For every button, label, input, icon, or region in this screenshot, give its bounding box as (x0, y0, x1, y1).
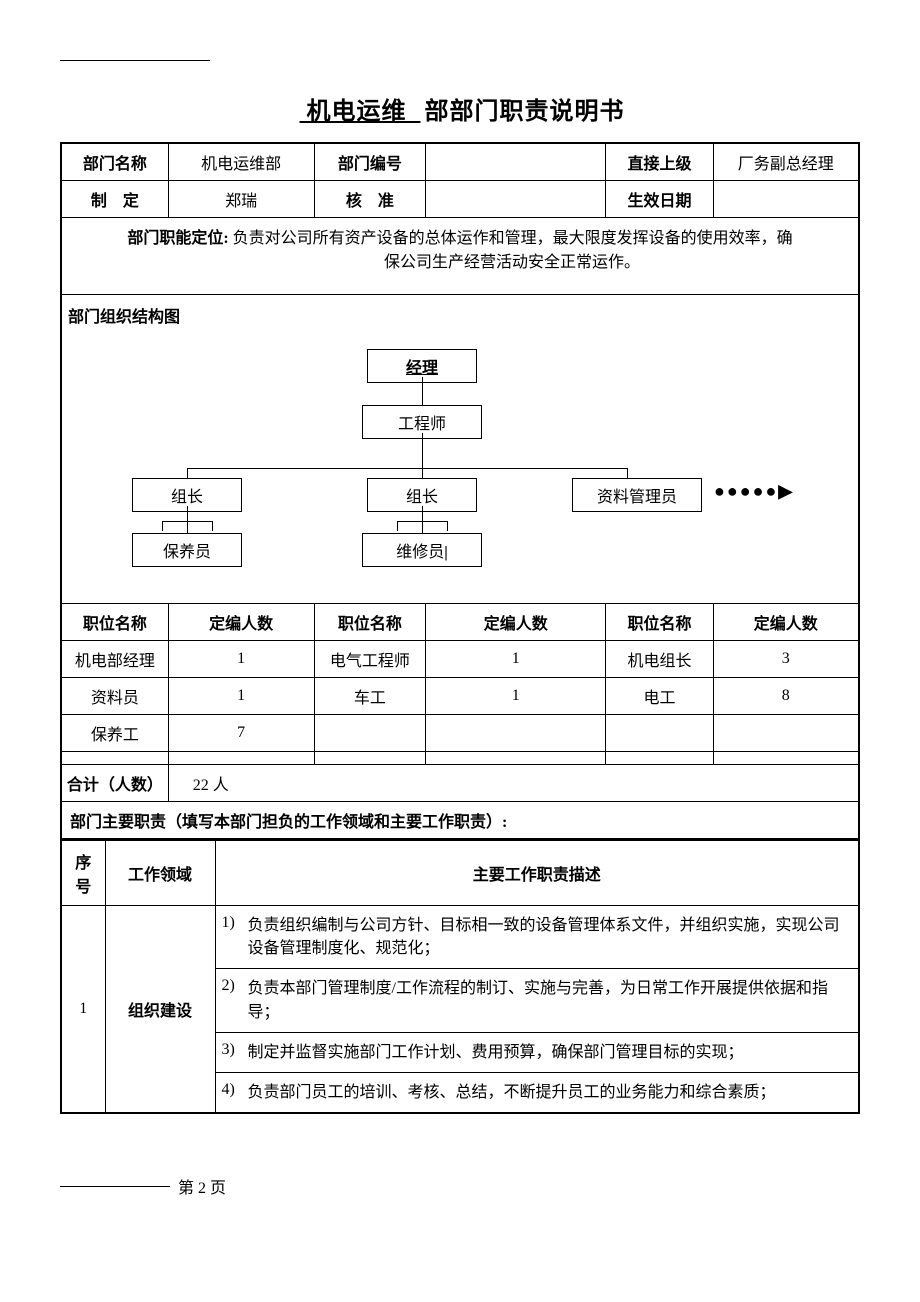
function-cell: 部门职能定位: 负责对公司所有资产设备的总体运作和管理，最大限度发挥设备的使用效… (61, 218, 859, 295)
staff-row: 机电部经理 1 电气工程师 1 机电组长 3 (61, 641, 859, 678)
staff-total-label: 合计（人数） (61, 765, 168, 802)
org-line (397, 521, 398, 531)
top-rule (60, 60, 210, 61)
function-line2: 保公司生产经营活动安全正常运作。 (66, 248, 854, 272)
staff-cell: 8 (713, 678, 859, 715)
staff-cell: 电工 (606, 678, 713, 715)
org-line (397, 521, 447, 522)
org-node-repair: 维修员| (362, 533, 482, 567)
staff-cell: 1 (426, 641, 606, 678)
info-table: 部门名称 机电运维部 部门编号 直接上级 厂务副总经理 制 定 郑瑞 核 准 生… (60, 142, 860, 840)
function-label: 部门职能定位: (127, 230, 228, 247)
staff-cell: 3 (713, 641, 859, 678)
duties-table: 序号 工作领域 主要工作职责描述 1 组织建设 1)负责组织编制与公司方针、目标… (60, 840, 860, 1114)
info-row-1: 部门名称 机电运维部 部门编号 直接上级 厂务副总经理 (61, 143, 859, 181)
duties-h-seq: 序号 (61, 841, 105, 906)
org-node-maint: 保养员 (132, 533, 242, 567)
duties-row: 1 组织建设 1)负责组织编制与公司方针、目标相一致的设备管理体系文件，并组织实… (61, 906, 859, 969)
dept-name-label: 部门名称 (61, 143, 168, 181)
org-line (422, 433, 423, 468)
org-line (187, 468, 188, 478)
staff-cell (606, 752, 713, 765)
footer-text: 第 2 页 (178, 1174, 226, 1198)
duties-h-area: 工作领域 (105, 841, 215, 906)
staff-cell (61, 752, 168, 765)
staff-cell: 1 (426, 678, 606, 715)
duties-seq: 1 (61, 906, 105, 1114)
footer-rule (60, 1186, 170, 1187)
staff-h0: 职位名称 (61, 604, 168, 641)
staff-cell: 保养工 (61, 715, 168, 752)
dept-no-label: 部门编号 (314, 143, 426, 181)
dept-name: 机电运维部 (168, 143, 314, 181)
org-row: 部门组织结构图 经理 工程师 组长 组长 资料管理员 (61, 295, 859, 604)
info-row-2: 制 定 郑瑞 核 准 生效日期 (61, 181, 859, 218)
title-underline-1: 机电运维 (296, 99, 425, 127)
staff-cell (168, 752, 314, 765)
approver-label: 核 准 (314, 181, 426, 218)
approver (426, 181, 606, 218)
staff-cell: 1 (168, 678, 314, 715)
org-line (627, 468, 628, 478)
staff-cell (426, 752, 606, 765)
staff-cell: 资料员 (61, 678, 168, 715)
org-node-doc-admin: 资料管理员 (572, 478, 702, 512)
staff-total-value: 22 人 (168, 765, 859, 802)
org-chart: 经理 工程师 组长 组长 资料管理员 ●●●●●▶ (62, 343, 858, 603)
org-line (162, 521, 163, 531)
staff-header: 职位名称 定编人数 职位名称 定编人数 职位名称 定编人数 (61, 604, 859, 641)
staff-cell: 1 (168, 641, 314, 678)
superior: 厂务副总经理 (713, 143, 859, 181)
staff-cell: 7 (168, 715, 314, 752)
staff-cell (713, 715, 859, 752)
drafter: 郑瑞 (168, 181, 314, 218)
function-line1: 负责对公司所有资产设备的总体运作和管理，最大限度发挥设备的使用效率，确 (233, 230, 793, 247)
staff-cell: 电气工程师 (314, 641, 426, 678)
staff-h3: 定编人数 (426, 604, 606, 641)
duties-item: 1)负责组织编制与公司方针、目标相一致的设备管理体系文件，并组织实施，实现公司设… (215, 906, 859, 969)
staff-row: 资料员 1 车工 1 电工 8 (61, 678, 859, 715)
staff-h1: 定编人数 (168, 604, 314, 641)
staff-h2: 职位名称 (314, 604, 426, 641)
staff-h5: 定编人数 (713, 604, 859, 641)
org-line (162, 521, 212, 522)
staff-row: 保养工 7 (61, 715, 859, 752)
org-line (422, 377, 423, 405)
duties-item: 3)制定并监督实施部门工作计划、费用预算，确保部门管理目标的实现； (215, 1032, 859, 1072)
duties-area: 组织建设 (105, 906, 215, 1114)
duties-title: 部门主要职责（填写本部门担负的工作领域和主要工作职责）: (61, 802, 859, 840)
org-line (187, 506, 188, 534)
page-title: 机电运维 部部门职责说明书 (60, 91, 860, 126)
org-title: 部门组织结构图 (62, 295, 858, 335)
staff-cell (314, 752, 426, 765)
staff-h4: 职位名称 (606, 604, 713, 641)
staff-cell (314, 715, 426, 752)
staff-cell (606, 715, 713, 752)
staff-row (61, 752, 859, 765)
org-line (422, 506, 423, 534)
staff-total-row: 合计（人数） 22 人 (61, 765, 859, 802)
org-line (447, 521, 448, 531)
org-line (212, 521, 213, 531)
function-row: 部门职能定位: 负责对公司所有资产设备的总体运作和管理，最大限度发挥设备的使用效… (61, 218, 859, 295)
superior-label: 直接上级 (606, 143, 713, 181)
staff-cell: 车工 (314, 678, 426, 715)
staff-cell: 机电组长 (606, 641, 713, 678)
staff-cell: 机电部经理 (61, 641, 168, 678)
page-footer: 第 2 页 (60, 1174, 860, 1198)
duties-h-desc: 主要工作职责描述 (215, 841, 859, 906)
org-line (422, 468, 423, 478)
duties-item: 4)负责部门员工的培训、考核、总结，不断提升员工的业务能力和综合素质； (215, 1072, 859, 1113)
duties-title-row: 部门主要职责（填写本部门担负的工作领域和主要工作职责）: (61, 802, 859, 840)
org-line (187, 468, 627, 469)
duties-header: 序号 工作领域 主要工作职责描述 (61, 841, 859, 906)
effective (713, 181, 859, 218)
drafter-label: 制 定 (61, 181, 168, 218)
duties-item: 2)负责本部门管理制度/工作流程的制订、实施与完善，为日常工作开展提供依据和指导… (215, 969, 859, 1032)
dept-no (426, 143, 606, 181)
staff-cell (426, 715, 606, 752)
dotted-arrow-icon: ●●●●●▶ (714, 481, 794, 502)
staff-cell (713, 752, 859, 765)
effective-label: 生效日期 (606, 181, 713, 218)
